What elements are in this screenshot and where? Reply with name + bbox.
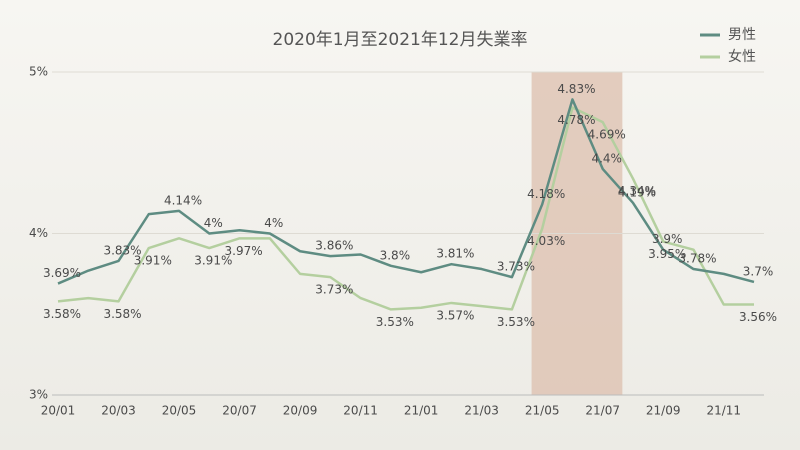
- x-tick-label: 21/05: [525, 404, 560, 418]
- data-label: 3.91%: [134, 254, 172, 268]
- data-label: 4.4%: [591, 151, 622, 165]
- x-tick-label: 20/03: [101, 404, 136, 418]
- x-tick-label: 21/07: [585, 404, 620, 418]
- data-label: 3.95%: [648, 247, 686, 261]
- data-label: 3.58%: [103, 307, 141, 321]
- data-label: 4.83%: [557, 82, 595, 96]
- series-line: [57, 106, 754, 311]
- data-label: 4.03%: [527, 234, 565, 248]
- data-label: 3.73%: [315, 283, 353, 297]
- x-tick-label: 20/01: [41, 404, 76, 418]
- data-label: 4%: [204, 216, 223, 230]
- data-label: 3.69%: [43, 266, 81, 280]
- x-tick-label: 21/11: [706, 404, 741, 418]
- x-tick-label: 20/11: [343, 404, 378, 418]
- legend-label: 女性: [728, 48, 756, 65]
- x-tick-label: 20/09: [283, 404, 318, 418]
- series-line: [57, 98, 755, 285]
- x-tick-label: 21/01: [404, 404, 439, 418]
- y-tick-label: 4%: [29, 226, 48, 240]
- data-label: 3.78%: [678, 252, 716, 266]
- data-label: 4.69%: [588, 128, 626, 142]
- data-label: 3.9%: [652, 232, 683, 246]
- x-tick-label: 21/03: [464, 404, 499, 418]
- x-tick-label: 21/09: [646, 404, 681, 418]
- data-label: 3.7%: [743, 264, 774, 278]
- data-label: 3.81%: [436, 247, 474, 261]
- data-label: 3.91%: [194, 254, 232, 268]
- data-label: 4%: [264, 216, 283, 230]
- x-tick-label: 20/05: [162, 404, 197, 418]
- data-label: 3.97%: [225, 244, 263, 258]
- y-tick-label: 3%: [29, 388, 48, 402]
- data-label: 4.78%: [557, 113, 595, 127]
- legend-label: 男性: [728, 27, 756, 43]
- y-tick-label: 5%: [29, 65, 48, 79]
- data-label: 3.8%: [380, 248, 411, 262]
- x-tick-label: 20/07: [222, 404, 257, 418]
- data-label: 3.73%: [497, 260, 535, 274]
- data-label: 4.19%: [618, 185, 656, 199]
- data-label: 3.86%: [315, 239, 353, 253]
- data-label: 3.83%: [103, 243, 141, 257]
- data-label: 3.58%: [43, 307, 81, 321]
- data-label: 3.53%: [376, 315, 414, 329]
- data-label: 4.18%: [527, 187, 565, 201]
- data-label: 3.56%: [739, 310, 777, 324]
- data-label: 3.53%: [497, 315, 535, 329]
- chart-title: 2020年1月至2021年12月失業率: [273, 30, 528, 50]
- data-label: 4.14%: [164, 193, 202, 207]
- data-label: 4.34%: [618, 184, 656, 198]
- data-label: 3.57%: [436, 308, 474, 322]
